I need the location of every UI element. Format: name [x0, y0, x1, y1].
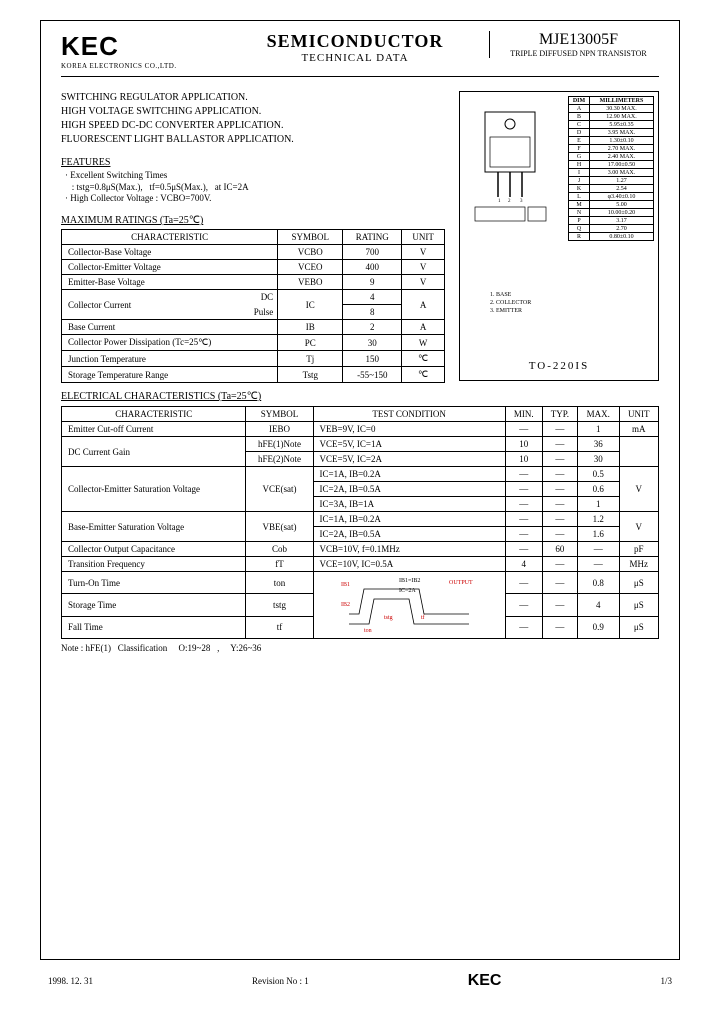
- svg-text:OUTPUT: OUTPUT: [449, 580, 473, 586]
- app-line: HIGH SPEED DC-DC CONVERTER APPLICATION.: [61, 119, 445, 133]
- logo-block: KEC KOREA ELECTRONICS CO.,LTD.: [61, 31, 221, 70]
- page-footer: 1998. 12. 31 Revision No : 1 KEC 1/3: [40, 972, 680, 990]
- elec-char-heading: ELECTRICAL CHARACTERISTICS (Ta=25℃): [61, 391, 659, 402]
- svg-text:IB1: IB1: [341, 582, 350, 588]
- right-column: 1 2 3 DIMMILLIMETERSA30.30 MAX.B12.90 MA…: [459, 91, 659, 383]
- footer-logo: KEC: [468, 972, 502, 990]
- max-ratings-heading: MAXIMUM RATINGS (Ta=25℃): [61, 215, 445, 226]
- upper-columns: SWITCHING REGULATOR APPLICATION. HIGH VO…: [61, 91, 659, 383]
- applications-list: SWITCHING REGULATOR APPLICATION. HIGH VO…: [61, 91, 445, 147]
- svg-text:2: 2: [508, 199, 511, 204]
- app-line: FLUORESCENT LIGHT BALLASTOR APPLICATION.: [61, 133, 445, 147]
- features-list: · Excellent Switching Times : tstg=0.8μS…: [61, 170, 445, 205]
- package-outline-box: 1 2 3 DIMMILLIMETERSA30.30 MAX.B12.90 MA…: [459, 91, 659, 381]
- features-heading: FEATURES: [61, 157, 445, 168]
- left-column: SWITCHING REGULATOR APPLICATION. HIGH VO…: [61, 91, 445, 383]
- package-drawing: 1 2 3: [470, 102, 560, 232]
- pin-note: 1. BASE: [490, 292, 531, 300]
- svg-text:tstg: tstg: [384, 615, 393, 621]
- pin-note: 3. EMITTER: [490, 308, 531, 316]
- footer-date: 1998. 12. 31: [48, 976, 93, 986]
- footer-page: 1/3: [660, 976, 672, 986]
- svg-text:1: 1: [498, 199, 501, 204]
- page-border: KEC KOREA ELECTRONICS CO.,LTD. SEMICONDU…: [40, 20, 680, 960]
- svg-text:ton: ton: [364, 628, 372, 634]
- company-logo: KEC: [61, 31, 221, 62]
- pin-note: 2. COLLECTOR: [490, 300, 531, 308]
- app-line: HIGH VOLTAGE SWITCHING APPLICATION.: [61, 105, 445, 119]
- footer-revision: Revision No : 1: [252, 976, 309, 986]
- part-block: MJE13005F TRIPLE DIFFUSED NPN TRANSISTOR: [489, 31, 659, 58]
- svg-text:IB2: IB2: [341, 602, 350, 608]
- app-line: SWITCHING REGULATOR APPLICATION.: [61, 91, 445, 105]
- feature-line: : tstg=0.8μS(Max.), tf=0.5μS(Max.), at I…: [65, 182, 445, 194]
- feature-line: · Excellent Switching Times: [65, 170, 445, 182]
- company-name: KOREA ELECTRONICS CO.,LTD.: [61, 62, 221, 70]
- svg-text:IB1=IB2: IB1=IB2: [399, 578, 420, 584]
- classification-note: Note : hFE(1) Classification O:19~28 , Y…: [61, 643, 659, 653]
- svg-text:tf: tf: [421, 614, 425, 621]
- doc-subtitle: TECHNICAL DATA: [221, 52, 489, 64]
- part-description: TRIPLE DIFFUSED NPN TRANSISTOR: [498, 49, 659, 58]
- dimension-table: DIMMILLIMETERSA30.30 MAX.B12.90 MAX.C5.9…: [568, 96, 654, 241]
- title-block: SEMICONDUCTOR TECHNICAL DATA: [221, 31, 489, 64]
- svg-text:3: 3: [520, 199, 523, 204]
- package-label: TO-220IS: [460, 360, 658, 372]
- elec-char-table: CHARACTERISTICSYMBOLTEST CONDITIONMIN.TY…: [61, 406, 659, 639]
- header: KEC KOREA ELECTRONICS CO.,LTD. SEMICONDU…: [61, 31, 659, 77]
- feature-line: · High Collector Voltage : VCBO=700V.: [65, 193, 445, 205]
- max-ratings-table: CHARACTERISTICSYMBOLRATINGUNITCollector-…: [61, 229, 445, 383]
- part-number: MJE13005F: [498, 31, 659, 49]
- doc-title: SEMICONDUCTOR: [221, 31, 489, 52]
- pin-notes: 1. BASE 2. COLLECTOR 3. EMITTER: [490, 292, 531, 315]
